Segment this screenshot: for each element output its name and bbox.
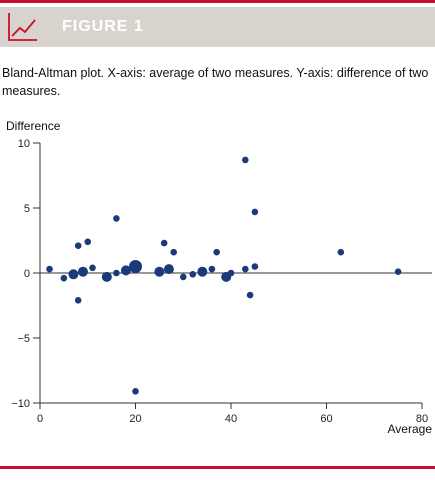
- data-point: [179, 273, 187, 281]
- data-point: [251, 208, 259, 216]
- bottom-accent-line: [0, 466, 435, 469]
- data-point: [189, 271, 197, 278]
- data-point: [101, 271, 112, 282]
- data-point: [68, 269, 79, 280]
- data-point: [120, 265, 131, 276]
- y-tick-label: −10: [11, 398, 30, 410]
- data-point: [213, 248, 220, 256]
- data-point: [77, 266, 88, 277]
- top-accent-line: [0, 0, 435, 3]
- data-point: [74, 242, 82, 249]
- line-chart-icon: [8, 13, 37, 41]
- chart-points: [46, 156, 402, 395]
- figure-caption: Bland-Altman plot. X-axis: average of tw…: [2, 66, 429, 98]
- data-point: [74, 297, 82, 304]
- y-tick-label: −5: [17, 333, 30, 345]
- x-tick-label: 40: [225, 413, 237, 425]
- data-point: [132, 388, 139, 395]
- data-point: [242, 156, 249, 164]
- x-tick-label: 0: [37, 413, 43, 425]
- x-axis-label: Average: [388, 422, 433, 436]
- data-point: [337, 248, 345, 256]
- data-point: [89, 264, 96, 272]
- data-point: [129, 260, 142, 273]
- y-tick-label: 0: [24, 268, 30, 280]
- data-point: [113, 215, 120, 222]
- data-point: [163, 264, 174, 275]
- data-point: [154, 266, 165, 277]
- figure-label: FIGURE 1: [62, 18, 144, 35]
- chart-axes: −10 −5 0 5 10 0 20 40 60 80 Difference Average: [6, 119, 432, 436]
- data-point: [246, 291, 254, 299]
- x-tick-label: 80: [416, 413, 428, 425]
- data-point: [251, 263, 259, 270]
- data-point: [113, 269, 120, 277]
- data-point: [46, 265, 53, 273]
- y-tick-label: 10: [18, 138, 30, 150]
- y-tick-label: 5: [24, 203, 30, 215]
- data-point: [170, 248, 177, 256]
- data-point: [197, 266, 208, 277]
- x-tick-label: 60: [320, 413, 332, 425]
- data-point: [227, 269, 235, 277]
- data-point: [84, 238, 92, 246]
- data-point: [208, 265, 216, 273]
- data-point: [394, 268, 402, 275]
- data-point: [160, 239, 168, 247]
- figure-header: FIGURE 1: [0, 7, 435, 47]
- data-point: [60, 274, 68, 282]
- data-point: [242, 265, 249, 273]
- y-axis-label: Difference: [6, 119, 61, 133]
- bland-altman-chart: −10 −5 0 5 10 0 20 40 60 80 Difference Average: [6, 119, 432, 436]
- x-tick-label: 20: [129, 413, 141, 425]
